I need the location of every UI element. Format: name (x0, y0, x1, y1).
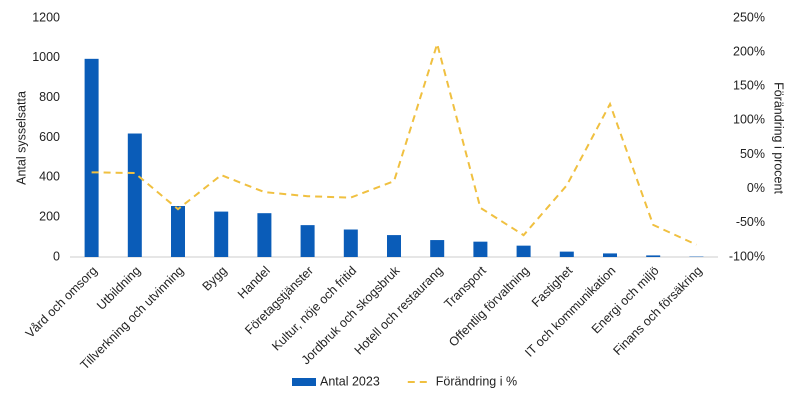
bar (646, 255, 661, 257)
y-tick-label: 0 (53, 249, 60, 263)
y-tick-label: 1000 (32, 50, 60, 64)
y-tick-label: 400 (39, 170, 60, 184)
bar (127, 133, 142, 257)
bar (300, 225, 315, 257)
y2-tick-label: 250% (733, 10, 765, 24)
y-tick-label: 1200 (32, 10, 60, 24)
bar (603, 253, 617, 257)
x-tick-label: Handel (235, 264, 273, 302)
bar (430, 240, 445, 257)
legend-label: Antal 2023 (320, 374, 380, 388)
y2-tick-label: 150% (733, 79, 765, 93)
y-axis-label: Antal sysselsatta (14, 91, 28, 185)
x-tick-label: Offentlig förvaltning (446, 264, 532, 350)
bar (257, 213, 272, 257)
y2-tick-label: 0% (747, 181, 765, 195)
x-tick-label: Vård och omsorg (23, 264, 100, 341)
y2-tick-label: -50% (736, 215, 765, 229)
y2-tick-label: 50% (740, 147, 765, 161)
legend-swatch (292, 378, 316, 386)
y-tick-label: 200 (39, 209, 60, 223)
bar (214, 211, 229, 257)
y-tick-label: 800 (39, 90, 60, 104)
x-tick-label: Bygg (200, 264, 230, 294)
x-tick-label: Kultur, nöje och fritid (269, 264, 359, 354)
x-tick-label: Finans och försäkring (610, 264, 704, 358)
bar (84, 58, 99, 258)
legend-label: Förändring i % (436, 374, 517, 388)
bar (516, 245, 531, 257)
y2-tick-label: -100% (729, 249, 765, 263)
bar (559, 251, 574, 257)
y2-tick-label: 100% (733, 113, 765, 127)
y-tick-label: 600 (39, 130, 60, 144)
bar (387, 235, 401, 257)
y2-axis-label: Förändring i procent (772, 82, 786, 194)
bar (343, 229, 358, 257)
bar (473, 241, 488, 257)
y2-tick-label: 200% (733, 44, 765, 58)
x-tick-label: Hotell och restaurang (352, 264, 446, 358)
bar (171, 206, 185, 257)
